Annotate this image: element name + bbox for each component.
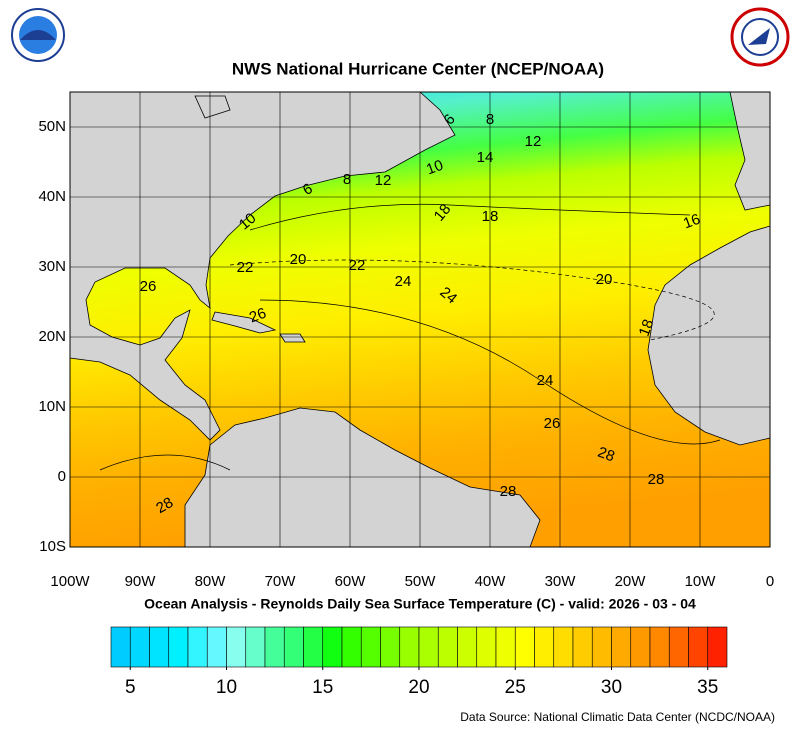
colorbar-label: 20 (408, 677, 429, 698)
y-tick-label: 30N (38, 258, 66, 275)
contour-label: 26 (544, 415, 561, 432)
contour-label: 18 (636, 317, 658, 338)
colorbar-swatch (206, 626, 227, 668)
colorbar-swatch (226, 626, 247, 668)
y-tick-label: 0 (58, 468, 66, 485)
contour (249, 203, 691, 231)
colorbar-swatch (245, 626, 266, 668)
colorbar-swatch (129, 626, 150, 668)
y-tick-label: 10S (39, 538, 66, 555)
title: NWS National Hurricane Center (NCEP/NOAA… (232, 59, 604, 78)
hispaniola (279, 333, 306, 343)
x-tick-label: 30W (545, 573, 577, 590)
colorbar-swatch (110, 626, 131, 668)
y-tick-label: 10N (38, 398, 66, 415)
colorbar-label: 25 (505, 677, 526, 698)
x-tick-label: 0 (766, 573, 774, 590)
contour-label: 28 (500, 483, 517, 500)
contour-label: 22 (237, 259, 254, 276)
map-frame (69, 91, 771, 548)
colorbar-label: 30 (601, 677, 622, 698)
contour-label: 8 (486, 111, 494, 128)
colorbar-swatch (264, 626, 285, 668)
colorbar-swatch (553, 626, 574, 668)
x-tick-label: 10W (685, 573, 717, 590)
x-tick-label: 20W (615, 573, 647, 590)
colorbar-swatch (495, 626, 516, 668)
y-tick-label: 20N (38, 328, 66, 345)
x-tick-label: 40W (475, 573, 507, 590)
x-tick-label: 50W (405, 573, 437, 590)
greenland-lakes (194, 95, 231, 119)
contour-label: 12 (375, 172, 392, 189)
colorbar-swatch (668, 626, 689, 668)
colorbar-swatch (149, 626, 170, 668)
cuba (211, 311, 277, 334)
colorbar-swatch (418, 626, 439, 668)
nws-logo (730, 7, 790, 67)
contour-label: 16 (681, 211, 702, 233)
x-tick-label: 80W (195, 573, 227, 590)
contour-label: 20 (290, 251, 307, 268)
colorbar-swatch (572, 626, 593, 668)
colorbar-swatch (534, 626, 555, 668)
contour-label: 28 (595, 444, 616, 466)
contour (99, 454, 231, 471)
colorbar-swatch (707, 626, 728, 668)
x-tick-label: 60W (335, 573, 367, 590)
contour-label: 12 (525, 133, 542, 150)
colorbar-label: 15 (312, 677, 333, 698)
y-tick-label: 40N (38, 188, 66, 205)
colorbar-swatch (341, 626, 362, 668)
colorbar-swatch (187, 626, 208, 668)
colorbar-swatch (283, 626, 304, 668)
colorbar-swatch (360, 626, 381, 668)
colorbar-swatch (380, 626, 401, 668)
contour (259, 299, 721, 445)
colorbar-swatch (322, 626, 343, 668)
colorbar-label: 10 (216, 677, 237, 698)
colorbar-swatch (399, 626, 420, 668)
colorbar-label: 35 (697, 677, 718, 698)
contour (229, 259, 715, 341)
contour-label: 18 (482, 208, 499, 225)
caption: Ocean Analysis - Reynolds Daily Sea Surf… (144, 596, 696, 612)
colorbar-swatch (611, 626, 632, 668)
contour-label: 28 (153, 494, 176, 517)
south-america (184, 407, 541, 548)
colorbar-swatch (514, 626, 535, 668)
contour-label: 28 (648, 471, 665, 488)
x-tick-label: 70W (265, 573, 297, 590)
north-america (69, 91, 456, 441)
contour-label: 20 (596, 271, 613, 288)
colorbar-swatch (591, 626, 612, 668)
contour-label: 8 (343, 171, 351, 188)
colorbar-swatch (649, 626, 670, 668)
contour-label: 22 (349, 257, 366, 274)
noaa-logo (11, 8, 65, 62)
colorbar-swatch (457, 626, 478, 668)
colorbar: 5 10 15 20 25 30 35 (110, 626, 728, 698)
colorbar-swatch (303, 626, 324, 668)
contour-label: 26 (247, 305, 268, 327)
contour-label: 10 (424, 157, 445, 179)
contour-label: 24 (395, 273, 412, 290)
contour-label: 24 (537, 372, 554, 389)
colorbar-label: 5 (125, 677, 136, 698)
colorbar-swatch (688, 626, 709, 668)
contour-label: 14 (477, 149, 494, 166)
colorbar-swatch (476, 626, 497, 668)
colorbar-swatch (168, 626, 189, 668)
contour-label: 26 (140, 278, 157, 295)
y-tick-label: 50N (38, 118, 66, 135)
data-source: Data Source: National Climatic Data Cent… (460, 710, 775, 724)
colorbar-swatch (437, 626, 458, 668)
x-tick-label: 90W (125, 573, 157, 590)
colorbar-swatch (630, 626, 651, 668)
x-tick-label: 100W (50, 573, 90, 590)
